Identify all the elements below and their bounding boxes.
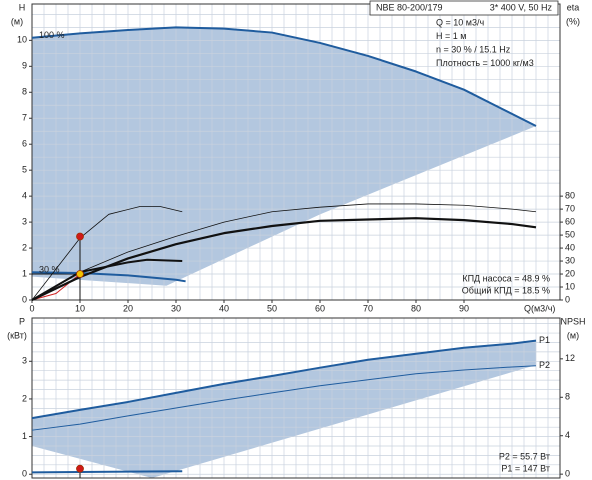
y2-tick-label: 10 [565,281,575,291]
plot-frame [31,3,561,301]
y2-tick-label: 20 [565,268,575,278]
info-line: H = 1 м [436,31,466,41]
y-tick-label: 4 [22,191,27,201]
y2-tick-label: 70 [565,203,575,213]
y-tick-label: 2 [22,242,27,252]
x-tick-label: 20 [123,303,133,313]
note: P2 = 55.7 Вт [499,451,550,461]
x-tick-label: 50 [267,303,277,313]
series-label: P1 [539,335,550,345]
x-tick-label: 10 [75,303,85,313]
y-axis-unit: (кВт) [7,330,27,340]
y-tick-label: 3 [22,356,27,366]
x-tick-label: 90 [459,303,469,313]
y2-axis-label: NPSH [560,316,585,326]
info-box [369,0,559,16]
supply: 3* 400 V, 50 Hz [490,2,553,12]
curve [31,271,186,283]
curve [31,339,537,420]
y2-tick-label: 12 [565,353,575,363]
y-tick-label: 1 [22,268,27,278]
y2-axis-label: eta [567,2,580,12]
y-tick-label: 1 [22,431,27,441]
x-tick-label: 80 [411,303,421,313]
y2-axis-unit: (м) [567,330,579,340]
info-line: Q = 10 м3/ч [436,17,484,27]
y2-tick-label: 30 [565,255,575,265]
y-tick-label: 10 [17,35,27,45]
series-label: 100 % [39,30,65,40]
x-tick-label: 0 [29,303,34,313]
y-tick-label: 6 [22,139,27,149]
y-tick-label: 9 [22,61,27,71]
curve [31,206,183,301]
y-tick-label: 3 [22,216,27,226]
curve [31,365,537,431]
y2-tick-label: 0 [565,469,570,479]
series-label: P2 [539,360,550,370]
y2-axis-unit: (%) [566,16,580,26]
info-line: n = 30 % / 15.1 Hz [436,44,511,54]
y2-tick-label: 80 [565,191,575,201]
curve [31,470,183,474]
info-line: Плотность = 1000 кг/м3 [436,58,534,68]
y2-tick-label: 4 [565,430,570,440]
curve [31,203,537,301]
y-tick-label: 0 [22,294,27,304]
model: NBE 80-200/179 [376,2,443,12]
x-tick-label: 30 [171,303,181,313]
curve [31,258,183,301]
x-tick-label: 70 [363,303,373,313]
y2-tick-label: 60 [565,216,575,226]
note: КПД насоса = 48.9 % [462,273,550,283]
y-tick-label: 5 [22,165,27,175]
y2-tick-label: 40 [565,242,575,252]
x-tick-label: 40 [219,303,229,313]
x-axis-label: Q(м3/ч) [524,303,555,313]
series-label: 30 % [39,265,60,275]
y-tick-label: 2 [22,393,27,403]
y-tick-label: 8 [22,87,27,97]
y2-tick-label: 50 [565,229,575,239]
x-tick-label: 60 [315,303,325,313]
plot-frame [31,317,561,479]
y-axis-label: P [19,316,25,326]
y-tick-label: 7 [22,113,27,123]
note: P1 = 147 Вт [501,463,550,473]
operating-point [76,270,84,278]
y-tick-label: 0 [22,469,27,479]
y-axis-label: H [19,2,26,12]
curve [31,26,537,127]
note: Общий КПД = 18.5 % [462,285,550,295]
curve [31,217,537,301]
operating-point [76,464,84,473]
y2-tick-label: 0 [565,294,570,304]
y2-tick-label: 8 [565,392,570,402]
y-axis-unit: (м) [11,16,23,26]
operating-point [76,232,84,241]
